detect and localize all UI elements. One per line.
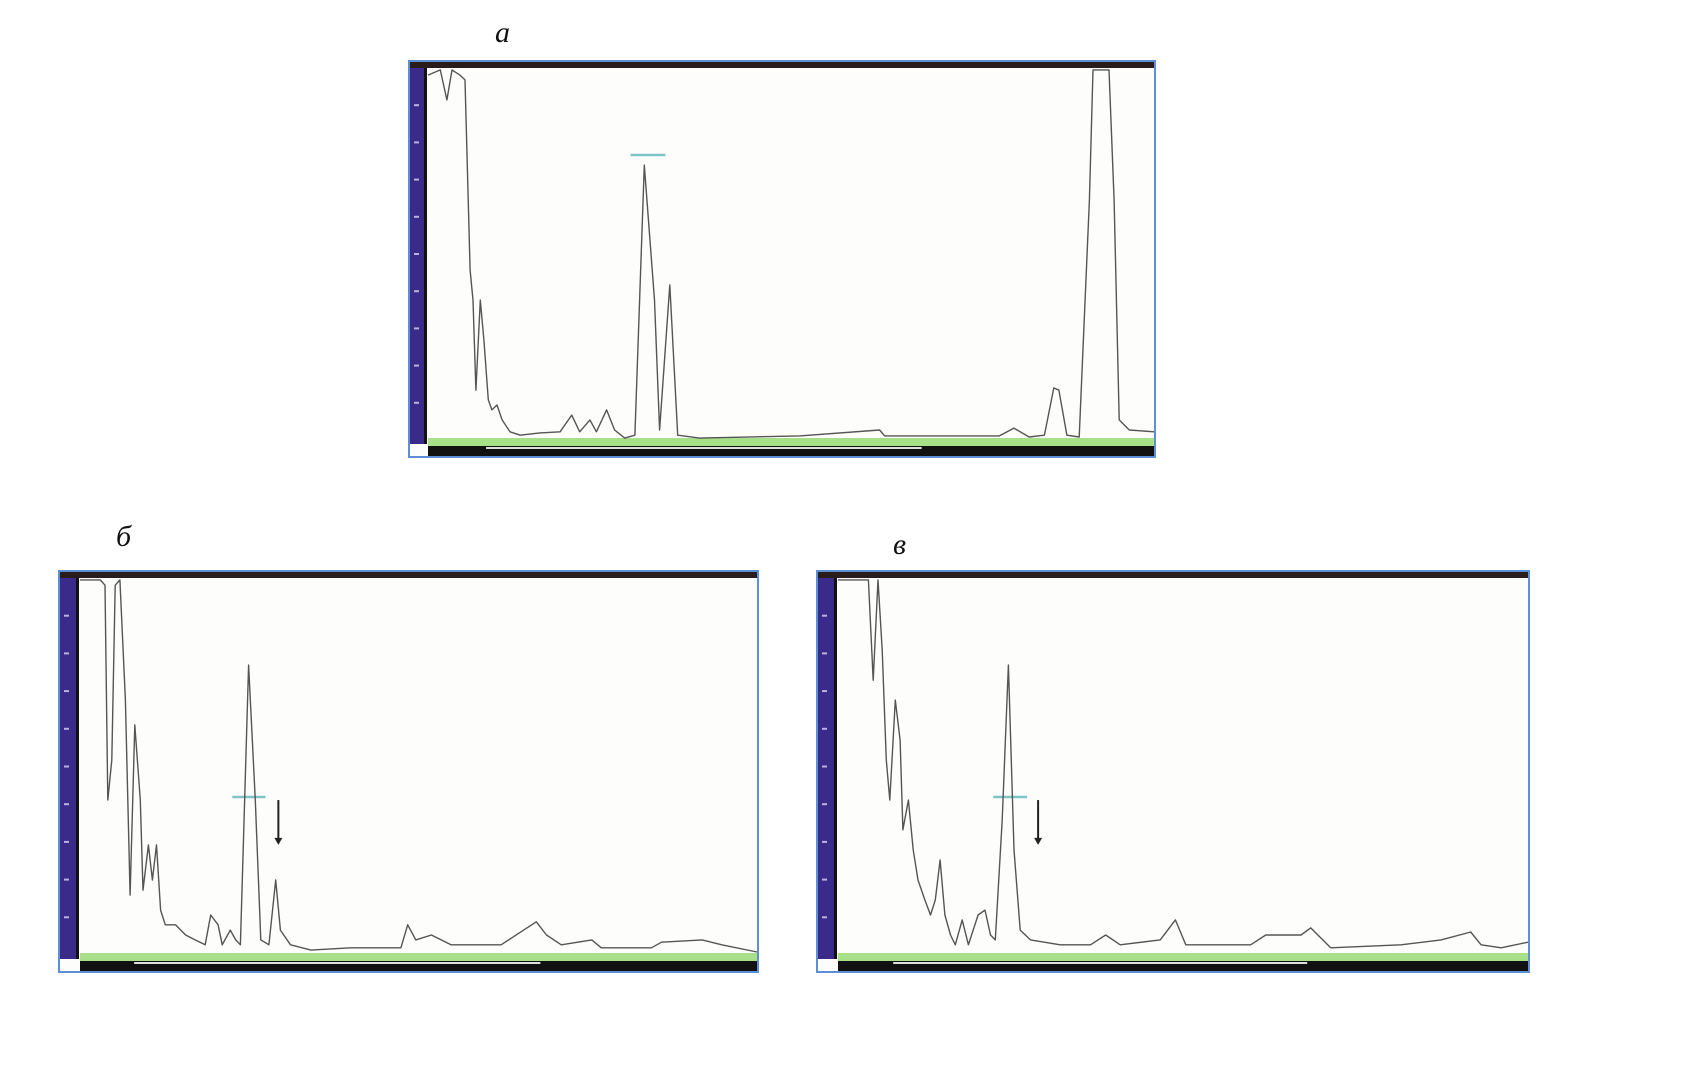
echo-trace	[80, 579, 758, 953]
scale-ticks-strip	[76, 578, 79, 959]
status-bar	[816, 570, 1530, 578]
panel-b-label: б	[116, 520, 132, 553]
scale-tick	[64, 765, 69, 768]
ascan-panel-a	[408, 60, 1156, 458]
scale-tick	[822, 878, 827, 881]
baseline-strip	[80, 953, 757, 961]
arrow-down-icon	[1034, 837, 1043, 845]
scale-tick	[822, 916, 827, 919]
baseline-strip	[838, 953, 1528, 961]
panel-c-label: в	[893, 528, 907, 561]
arrow-down-icon	[274, 837, 283, 845]
plot-background	[816, 570, 1530, 973]
panel-a-label: а	[495, 16, 510, 49]
ascan-panel-c	[816, 570, 1530, 973]
scale-tick	[822, 690, 827, 693]
scale-tick	[414, 104, 419, 107]
scale-tick	[414, 290, 419, 293]
scale-ticks-strip	[834, 578, 837, 959]
scale-tick	[414, 215, 419, 218]
time-axis-range	[893, 962, 1308, 964]
amplitude-scale-bar	[60, 578, 76, 959]
echo-trace	[838, 579, 1529, 949]
echo-trace	[427, 69, 1155, 439]
scale-tick	[64, 840, 69, 843]
panel-frame	[408, 60, 1156, 458]
scale-tick	[414, 178, 419, 181]
scale-tick	[414, 327, 419, 330]
time-axis-bar	[838, 961, 1528, 971]
scale-tick	[64, 727, 69, 730]
scale-tick	[64, 916, 69, 919]
scale-tick	[64, 803, 69, 806]
amplitude-scale-bar	[410, 68, 424, 444]
time-axis-bar	[80, 961, 757, 971]
scale-tick	[822, 840, 827, 843]
scale-tick	[822, 803, 827, 806]
ascan-panel-b	[58, 570, 759, 973]
scale-tick	[822, 765, 827, 768]
status-bar	[58, 570, 759, 578]
scale-tick	[414, 141, 419, 144]
scale-tick	[822, 652, 827, 655]
amplitude-scale-bar	[818, 578, 834, 959]
plot-background	[408, 60, 1156, 458]
scale-tick	[414, 253, 419, 255]
status-bar	[408, 60, 1156, 68]
time-axis-bar	[428, 446, 1154, 456]
scale-tick	[414, 401, 419, 404]
panel-frame	[58, 570, 759, 973]
panel-frame	[816, 570, 1530, 973]
scale-tick	[64, 652, 69, 655]
time-axis-range	[134, 962, 541, 964]
scale-tick	[64, 878, 69, 881]
scale-tick	[822, 614, 827, 617]
scale-tick	[64, 690, 69, 693]
scale-tick	[822, 727, 827, 730]
scale-ticks-strip	[424, 68, 427, 444]
plot-background	[58, 570, 759, 973]
scale-tick	[414, 364, 419, 367]
baseline-strip	[428, 438, 1154, 446]
time-axis-range	[486, 447, 922, 449]
scale-tick	[64, 614, 69, 617]
